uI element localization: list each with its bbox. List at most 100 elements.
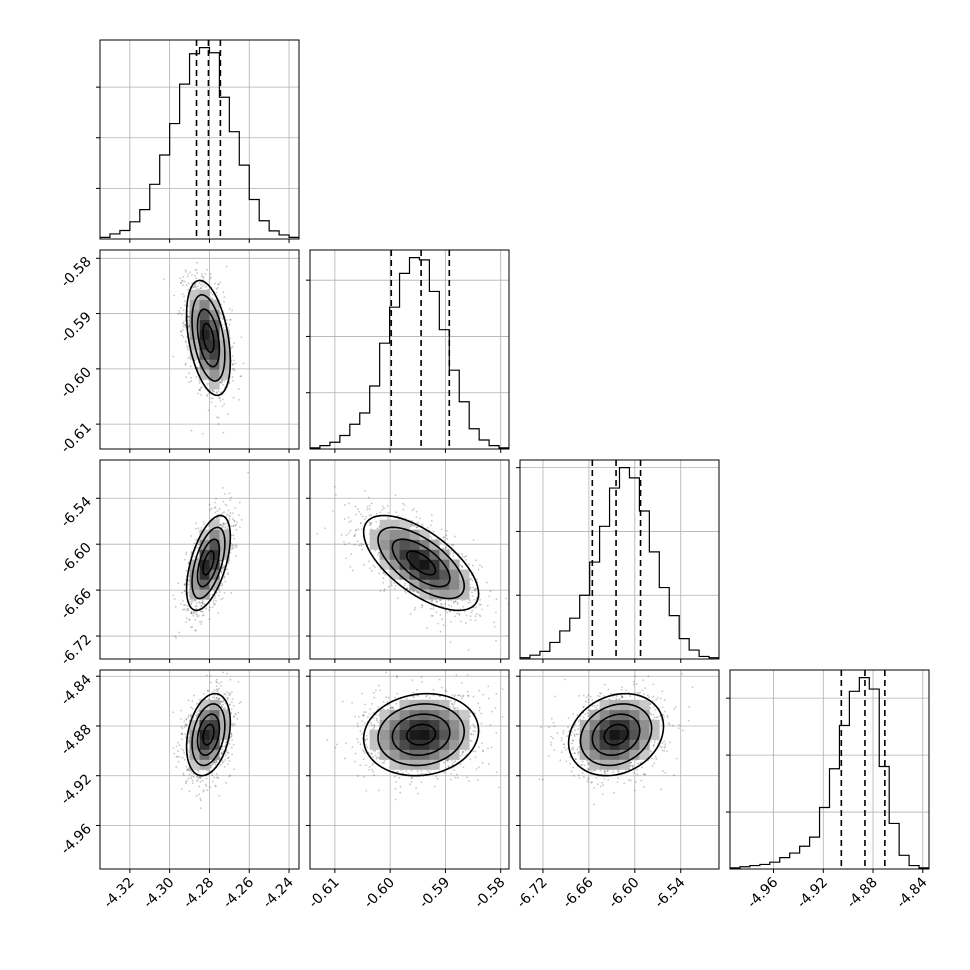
sample-point bbox=[190, 380, 193, 382]
sample-point bbox=[470, 578, 473, 580]
density-cell bbox=[199, 559, 210, 570]
sample-point bbox=[464, 622, 467, 624]
sample-point bbox=[215, 497, 217, 500]
sample-point bbox=[195, 702, 198, 705]
sample-point bbox=[231, 697, 234, 700]
sample-point bbox=[452, 600, 455, 603]
sample-point bbox=[210, 764, 212, 767]
sample-point bbox=[222, 487, 224, 489]
sample-point bbox=[426, 627, 428, 629]
sample-point bbox=[199, 602, 201, 604]
sample-point bbox=[197, 770, 200, 773]
density-cell bbox=[409, 539, 420, 550]
sample-point bbox=[236, 521, 238, 524]
sample-point bbox=[331, 510, 334, 512]
sample-point bbox=[448, 610, 451, 613]
sample-point bbox=[224, 525, 227, 528]
sample-point bbox=[219, 559, 222, 562]
sample-point bbox=[435, 611, 438, 613]
sample-point bbox=[206, 395, 208, 397]
sample-point bbox=[211, 397, 214, 400]
density-cell bbox=[369, 529, 380, 540]
sample-point bbox=[222, 525, 224, 528]
sample-point bbox=[187, 317, 190, 319]
sample-point bbox=[231, 355, 234, 357]
sample-point bbox=[181, 328, 184, 331]
sample-point bbox=[463, 556, 466, 558]
sample-point bbox=[198, 381, 201, 384]
density-cell bbox=[389, 559, 400, 570]
sample-point bbox=[474, 589, 477, 592]
sample-point bbox=[199, 389, 202, 392]
sample-point bbox=[477, 568, 480, 571]
sample-point bbox=[178, 631, 180, 634]
sample-point bbox=[232, 525, 235, 527]
sample-point bbox=[444, 609, 447, 612]
sample-point bbox=[223, 511, 226, 514]
sample-point bbox=[216, 678, 218, 681]
sample-point bbox=[225, 504, 228, 507]
sample-point bbox=[364, 490, 366, 492]
sample-point bbox=[413, 507, 416, 510]
sample-point bbox=[414, 589, 416, 592]
sample-point bbox=[215, 517, 218, 520]
sample-point bbox=[495, 611, 497, 614]
y-tick-label: -0.59 bbox=[58, 309, 95, 346]
sample-point bbox=[211, 389, 214, 392]
sample-point bbox=[447, 599, 450, 602]
sample-point bbox=[233, 519, 236, 522]
density-cell bbox=[409, 549, 420, 560]
sample-point bbox=[180, 334, 183, 337]
sample-point bbox=[180, 281, 183, 284]
sample-point bbox=[188, 381, 191, 384]
sample-point bbox=[390, 580, 393, 583]
sample-point bbox=[443, 536, 446, 539]
sample-point bbox=[206, 674, 208, 677]
sample-point bbox=[232, 534, 235, 537]
sample-point bbox=[222, 699, 225, 702]
sample-point bbox=[343, 503, 346, 506]
sample-point bbox=[227, 509, 230, 512]
sample-point bbox=[374, 549, 377, 552]
sample-point bbox=[183, 295, 185, 298]
sample-point bbox=[182, 322, 184, 325]
sample-point bbox=[354, 529, 357, 532]
sample-point bbox=[215, 761, 218, 764]
sample-point bbox=[201, 602, 204, 605]
sample-point bbox=[215, 599, 217, 602]
sample-point bbox=[185, 376, 188, 379]
sample-point bbox=[206, 393, 209, 396]
sample-point bbox=[349, 529, 352, 532]
sample-point bbox=[194, 268, 197, 271]
sample-point bbox=[227, 763, 230, 766]
sample-point bbox=[187, 592, 189, 595]
sample-point bbox=[235, 544, 238, 547]
density-cell bbox=[379, 519, 390, 530]
sample-point bbox=[179, 277, 182, 280]
sample-point bbox=[222, 671, 225, 674]
sample-point bbox=[180, 313, 183, 316]
sample-point bbox=[239, 526, 241, 528]
sample-point bbox=[181, 284, 184, 287]
sample-point bbox=[386, 505, 389, 507]
sample-point bbox=[472, 564, 474, 567]
sample-point bbox=[485, 581, 488, 584]
sample-point bbox=[187, 562, 190, 564]
sample-point bbox=[446, 538, 449, 541]
sample-point bbox=[387, 585, 390, 588]
sample-point bbox=[462, 605, 465, 608]
sample-point bbox=[348, 542, 351, 544]
sample-point bbox=[382, 581, 385, 584]
sample-point bbox=[190, 612, 193, 615]
sample-point bbox=[467, 601, 470, 604]
contour-ring bbox=[185, 514, 232, 612]
sample-point bbox=[355, 528, 358, 531]
sample-point bbox=[417, 590, 420, 593]
sample-point bbox=[215, 681, 218, 684]
sample-point bbox=[383, 590, 386, 592]
sample-point bbox=[178, 755, 181, 758]
density-cell bbox=[399, 519, 410, 530]
sample-point bbox=[213, 589, 216, 592]
density-cell bbox=[399, 539, 410, 550]
sample-point bbox=[191, 282, 194, 284]
